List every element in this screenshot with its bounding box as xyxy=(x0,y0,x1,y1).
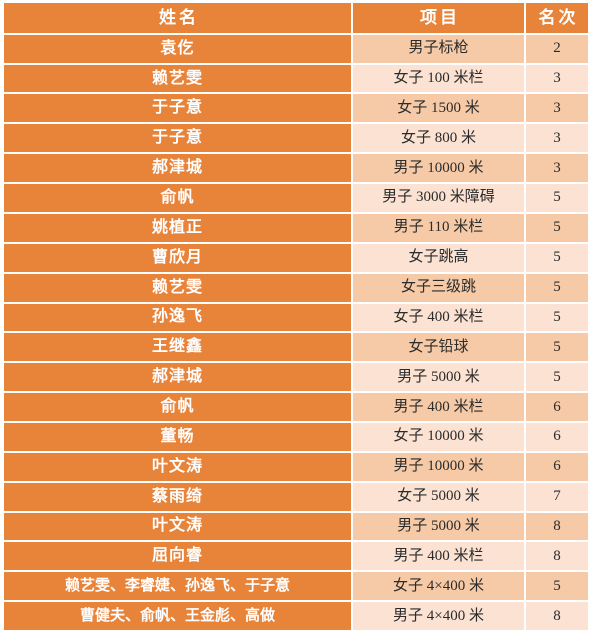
table-row: 王继鑫 女子铅球 5 xyxy=(4,333,588,362)
cell-rank: 2 xyxy=(526,34,588,63)
cell-rank: 6 xyxy=(526,393,588,421)
cell-event: 男子 400 米栏 xyxy=(353,393,524,421)
cell-athlete-name: 屈向睿 xyxy=(4,542,351,571)
cell-event: 男子 400 米栏 xyxy=(353,542,524,571)
table-row: 赖艺雯 女子三级跳 5 xyxy=(4,273,588,302)
cell-athlete-name: 俞帆 xyxy=(4,184,351,212)
cell-event: 男子 5000 米 xyxy=(353,512,524,541)
cell-rank: 6 xyxy=(526,452,588,481)
cell-rank: 8 xyxy=(526,512,588,541)
table-row: 俞帆 男子 400 米栏 6 xyxy=(4,393,588,421)
cell-rank: 8 xyxy=(526,542,588,571)
cell-event: 男子 10000 米 xyxy=(353,452,524,481)
cell-rank: 5 xyxy=(526,303,588,332)
cell-athlete-name: 赖艺雯 xyxy=(4,273,351,302)
table-row: 屈向睿 男子 400 米栏 8 xyxy=(4,542,588,571)
table-body: 袁仡 男子标枪 2 赖艺雯 女子 100 米栏 3 于子意 女子 1500 米 3 于子意 女子 8… xyxy=(4,34,588,630)
cell-athlete-name: 董畅 xyxy=(4,422,351,451)
cell-event: 女子 5000 米 xyxy=(353,482,524,511)
cell-athlete-name: 蔡雨绮 xyxy=(4,482,351,511)
cell-athlete-name: 叶文涛 xyxy=(4,512,351,541)
cell-rank: 3 xyxy=(526,124,588,153)
cell-event: 女子 800 米 xyxy=(353,124,524,153)
cell-rank: 5 xyxy=(526,184,588,212)
cell-athlete-name: 王继鑫 xyxy=(4,333,351,362)
cell-athlete-name: 赖艺雯 xyxy=(4,64,351,93)
cell-event: 男子 3000 米障碍 xyxy=(353,184,524,212)
cell-rank: 8 xyxy=(526,602,588,630)
cell-event: 女子 100 米栏 xyxy=(353,64,524,93)
cell-athlete-name: 赖艺雯、李睿婕、孙逸飞、于子意 xyxy=(4,572,351,601)
cell-rank: 3 xyxy=(526,154,588,183)
cell-athlete-name: 孙逸飞 xyxy=(4,303,351,332)
cell-event: 女子 1500 米 xyxy=(353,94,524,123)
cell-event: 女子铅球 xyxy=(353,333,524,362)
cell-event: 男子 4×400 米 xyxy=(353,602,524,630)
column-header-rank: 名次 xyxy=(526,3,588,33)
cell-athlete-name: 于子意 xyxy=(4,94,351,123)
cell-athlete-name: 叶文涛 xyxy=(4,452,351,481)
cell-event: 女子 10000 米 xyxy=(353,422,524,451)
cell-rank: 5 xyxy=(526,213,588,242)
cell-athlete-name: 曹欣月 xyxy=(4,243,351,272)
cell-athlete-name: 姚植正 xyxy=(4,213,351,242)
cell-athlete-name: 郝津城 xyxy=(4,363,351,392)
cell-athlete-name: 曹健夫、俞帆、王金彪、高做 xyxy=(4,602,351,630)
table-row: 俞帆 男子 3000 米障碍 5 xyxy=(4,184,588,212)
cell-rank: 5 xyxy=(526,572,588,601)
cell-event: 女子 4×400 米 xyxy=(353,572,524,601)
cell-athlete-name: 袁仡 xyxy=(4,34,351,63)
cell-rank: 5 xyxy=(526,243,588,272)
cell-athlete-name: 郝津城 xyxy=(4,154,351,183)
cell-rank: 5 xyxy=(526,273,588,302)
table-row: 曹欣月 女子跳高 5 xyxy=(4,243,588,272)
cell-event: 男子 5000 米 xyxy=(353,363,524,392)
cell-athlete-name: 于子意 xyxy=(4,124,351,153)
cell-rank: 6 xyxy=(526,422,588,451)
cell-event: 女子三级跳 xyxy=(353,273,524,302)
column-header-event: 项目 xyxy=(353,3,524,33)
table-row: 孙逸飞 女子 400 米栏 5 xyxy=(4,303,588,332)
cell-athlete-name: 俞帆 xyxy=(4,393,351,421)
cell-event: 男子 10000 米 xyxy=(353,154,524,183)
cell-event: 女子 400 米栏 xyxy=(353,303,524,332)
cell-rank: 5 xyxy=(526,363,588,392)
cell-rank: 3 xyxy=(526,94,588,123)
table-row: 姚植正 男子 110 米栏 5 xyxy=(4,213,588,242)
table-row: 赖艺雯 女子 100 米栏 3 xyxy=(4,64,588,93)
column-header-name: 姓名 xyxy=(4,3,351,33)
table-header-row: 姓名 项目 名次 xyxy=(4,3,588,33)
table-row: 袁仡 男子标枪 2 xyxy=(4,34,588,63)
cell-event: 女子跳高 xyxy=(353,243,524,272)
cell-event: 男子标枪 xyxy=(353,34,524,63)
cell-rank: 3 xyxy=(526,64,588,93)
cell-event: 男子 110 米栏 xyxy=(353,213,524,242)
cell-rank: 5 xyxy=(526,333,588,362)
cell-rank: 7 xyxy=(526,482,588,511)
